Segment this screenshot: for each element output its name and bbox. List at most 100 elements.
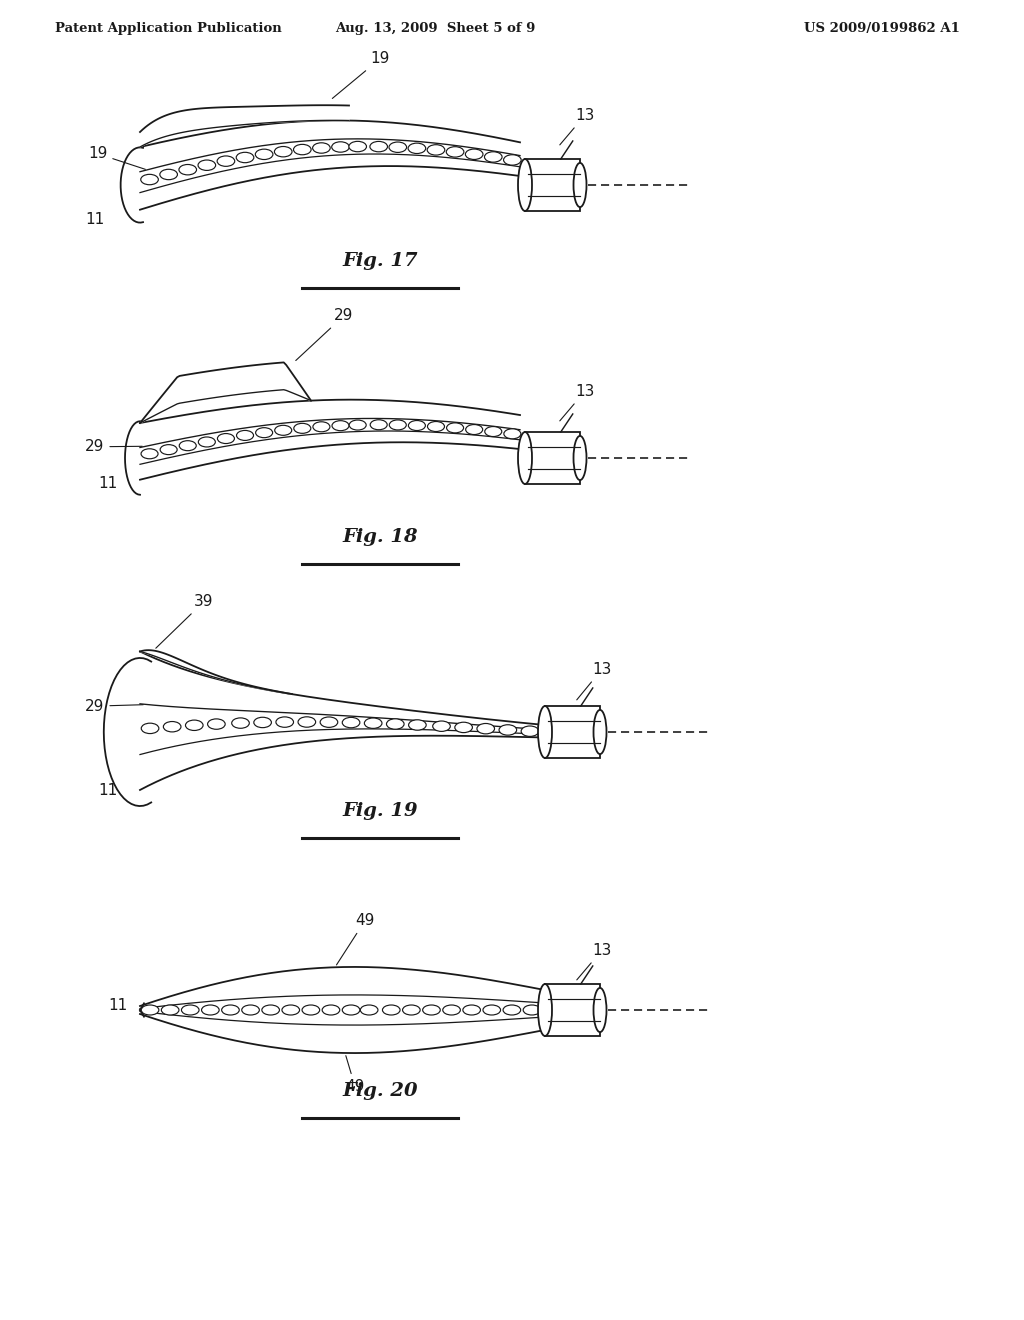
Ellipse shape: [332, 421, 349, 430]
Polygon shape: [140, 651, 292, 694]
Ellipse shape: [389, 420, 407, 430]
Ellipse shape: [282, 1005, 300, 1015]
Ellipse shape: [141, 449, 158, 459]
Polygon shape: [140, 652, 540, 789]
Text: 13: 13: [560, 384, 594, 421]
Ellipse shape: [274, 147, 292, 157]
Ellipse shape: [342, 1005, 359, 1015]
Ellipse shape: [237, 152, 254, 162]
Ellipse shape: [538, 706, 552, 758]
Ellipse shape: [360, 1005, 378, 1015]
Ellipse shape: [382, 1005, 400, 1015]
Polygon shape: [140, 363, 311, 422]
Ellipse shape: [208, 719, 225, 729]
Ellipse shape: [483, 1005, 501, 1015]
Ellipse shape: [455, 722, 472, 733]
Text: 39: 39: [156, 594, 214, 648]
Ellipse shape: [141, 1005, 159, 1015]
Text: US 2009/0199862 A1: US 2009/0199862 A1: [804, 22, 961, 36]
Bar: [525, 432, 580, 484]
Ellipse shape: [217, 433, 234, 444]
Bar: [545, 983, 600, 1036]
Polygon shape: [140, 120, 520, 210]
Ellipse shape: [365, 718, 382, 729]
Ellipse shape: [446, 147, 464, 157]
Ellipse shape: [313, 422, 330, 432]
Ellipse shape: [237, 430, 254, 441]
Ellipse shape: [518, 158, 532, 211]
Ellipse shape: [221, 1005, 240, 1015]
Ellipse shape: [202, 1005, 219, 1015]
Ellipse shape: [504, 429, 521, 438]
Bar: [525, 158, 580, 211]
Ellipse shape: [321, 717, 338, 727]
Ellipse shape: [409, 719, 426, 730]
Ellipse shape: [140, 174, 159, 185]
Ellipse shape: [477, 723, 495, 734]
Ellipse shape: [231, 718, 249, 729]
Text: Aug. 13, 2009  Sheet 5 of 9: Aug. 13, 2009 Sheet 5 of 9: [335, 22, 536, 36]
Text: 19: 19: [88, 147, 145, 169]
Ellipse shape: [465, 149, 483, 160]
Ellipse shape: [446, 422, 464, 433]
Ellipse shape: [433, 721, 451, 731]
Ellipse shape: [342, 717, 359, 727]
Ellipse shape: [217, 156, 234, 166]
Polygon shape: [140, 968, 540, 1053]
Text: 11: 11: [109, 998, 128, 1014]
Ellipse shape: [160, 445, 177, 454]
Ellipse shape: [275, 717, 294, 727]
Ellipse shape: [523, 1005, 541, 1015]
Ellipse shape: [256, 428, 272, 438]
Ellipse shape: [179, 441, 197, 450]
Ellipse shape: [370, 141, 387, 152]
Ellipse shape: [349, 141, 367, 152]
Ellipse shape: [312, 143, 330, 153]
Text: 29: 29: [296, 309, 353, 360]
Ellipse shape: [466, 425, 482, 434]
Ellipse shape: [198, 160, 216, 170]
Ellipse shape: [484, 426, 502, 437]
Bar: [545, 706, 600, 758]
Ellipse shape: [463, 1005, 480, 1015]
Ellipse shape: [402, 1005, 420, 1015]
Ellipse shape: [389, 143, 407, 152]
Ellipse shape: [262, 1005, 280, 1015]
Ellipse shape: [573, 162, 587, 207]
Polygon shape: [140, 400, 520, 479]
Ellipse shape: [521, 726, 539, 737]
Ellipse shape: [298, 717, 315, 727]
Ellipse shape: [164, 722, 181, 731]
Ellipse shape: [302, 1005, 319, 1015]
Ellipse shape: [199, 437, 215, 447]
Ellipse shape: [255, 149, 273, 160]
Text: 49: 49: [337, 913, 375, 965]
Ellipse shape: [594, 987, 606, 1032]
Ellipse shape: [518, 432, 532, 484]
Ellipse shape: [423, 1005, 440, 1015]
Text: 19: 19: [333, 51, 390, 99]
Ellipse shape: [332, 141, 349, 152]
Ellipse shape: [349, 420, 367, 430]
Ellipse shape: [242, 1005, 259, 1015]
Ellipse shape: [409, 143, 426, 153]
Text: Patent Application Publication: Patent Application Publication: [55, 22, 282, 36]
Ellipse shape: [323, 1005, 340, 1015]
Ellipse shape: [499, 725, 517, 735]
Ellipse shape: [254, 717, 271, 727]
Polygon shape: [140, 106, 349, 147]
Ellipse shape: [162, 1005, 179, 1015]
Ellipse shape: [409, 421, 425, 430]
Text: 13: 13: [560, 108, 594, 145]
Text: 29: 29: [85, 698, 143, 714]
Text: Fig. 17: Fig. 17: [342, 252, 418, 271]
Ellipse shape: [179, 165, 197, 174]
Ellipse shape: [442, 1005, 461, 1015]
Ellipse shape: [274, 425, 292, 436]
Ellipse shape: [427, 145, 444, 154]
Ellipse shape: [538, 983, 552, 1036]
Ellipse shape: [484, 152, 502, 162]
Text: Fig. 20: Fig. 20: [342, 1082, 418, 1100]
Ellipse shape: [594, 710, 606, 754]
Ellipse shape: [141, 723, 159, 734]
